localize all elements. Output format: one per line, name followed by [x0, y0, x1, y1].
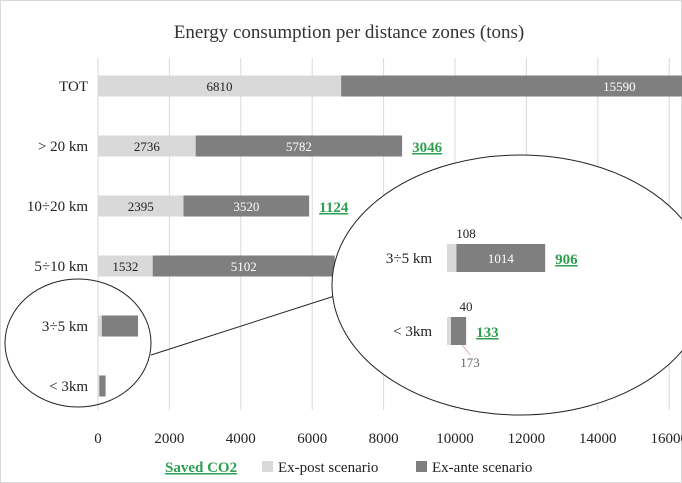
zoom-inset: 3÷5 km 108 1014 906 < 3km 40 173 133 — [386, 226, 578, 370]
category-label: TOT — [59, 79, 88, 95]
chart-title: Energy consumption per distance zones (t… — [174, 22, 525, 43]
bar-ex-ante — [183, 195, 310, 217]
bar-ex-post — [98, 315, 102, 337]
data-label-ex-ante: 5102 — [231, 259, 257, 274]
bar-ex-post — [98, 75, 342, 97]
data-label-ex-ante: 3520 — [233, 199, 259, 214]
inset-saved-co2-label: 906 — [555, 252, 578, 268]
bar-ex-post — [98, 135, 196, 157]
data-label-ex-ante: 15590 — [603, 79, 636, 94]
inset-label-ex-post: 108 — [456, 226, 476, 241]
category-label: 10÷20 km — [27, 199, 88, 215]
bar-ex-ante — [195, 135, 403, 157]
inset-bar-ex-post — [447, 317, 451, 345]
inset-leader-line — [461, 344, 471, 356]
category-label: < 3km — [49, 379, 88, 395]
zoom-inset-oval — [331, 154, 682, 416]
x-tick-label: 6000 — [297, 431, 327, 447]
inset-label-ex-ante: 1014 — [488, 251, 515, 266]
bar-ex-ante — [341, 75, 682, 97]
bar-ex-ante — [101, 315, 139, 337]
inset-saved-co2-label: 133 — [476, 325, 499, 341]
data-label-ex-post: 1532 — [112, 259, 138, 274]
inset-category-label: < 3km — [393, 324, 432, 340]
bar-ex-post — [98, 195, 184, 217]
legend-swatch-ex-ante — [416, 461, 427, 472]
x-tick-label: 4000 — [226, 431, 256, 447]
inset-bar-ex-ante — [451, 317, 467, 345]
data-label-ex-post: 2736 — [134, 139, 161, 154]
bar-ex-ante — [99, 375, 106, 397]
data-label-ex-post: 2395 — [128, 199, 154, 214]
zoom-source-oval — [4, 278, 152, 408]
x-tick-label: 16000 — [650, 431, 682, 447]
legend: Saved CO2 Ex-post scenario Ex-ante scenari… — [165, 460, 532, 476]
category-label: > 20 km — [38, 139, 88, 155]
inset-bar-ex-ante — [456, 244, 546, 272]
inset-bar-ex-post — [447, 244, 457, 272]
bar-ex-post — [98, 255, 153, 277]
x-tick-label: 12000 — [508, 431, 546, 447]
saved-co2-label: 3046 — [412, 140, 443, 156]
category-label: 3÷5 km — [42, 319, 88, 335]
data-label-ex-post: 6810 — [207, 79, 233, 94]
data-label-ex-ante: 5782 — [286, 139, 312, 154]
category-label: 5÷10 km — [34, 259, 88, 275]
legend-label-ex-ante: Ex-ante scenario — [432, 460, 532, 476]
x-tick-label: 8000 — [369, 431, 399, 447]
x-axis-ticks: 0200040006000800010000120001400016000180… — [94, 431, 682, 447]
x-tick-label: 0 — [94, 431, 102, 447]
saved-co2-label: 1124 — [319, 200, 349, 216]
x-tick-label: 14000 — [579, 431, 617, 447]
x-tick-label: 10000 — [436, 431, 474, 447]
legend-swatch-ex-post — [262, 461, 273, 472]
bar-layer: TOT6810155908780> 20 km27365782304610÷20… — [27, 75, 682, 397]
legend-label-ex-post: Ex-post scenario — [278, 460, 378, 476]
inset-label-ex-post: 40 — [460, 299, 473, 314]
bar-ex-post — [98, 375, 100, 397]
bar-ex-ante — [152, 255, 335, 277]
x-tick-label: 2000 — [154, 431, 184, 447]
inset-category-label: 3÷5 km — [386, 251, 432, 267]
inset-label-ex-ante: 173 — [460, 355, 480, 370]
legend-saved-co2: Saved CO2 — [165, 460, 237, 476]
